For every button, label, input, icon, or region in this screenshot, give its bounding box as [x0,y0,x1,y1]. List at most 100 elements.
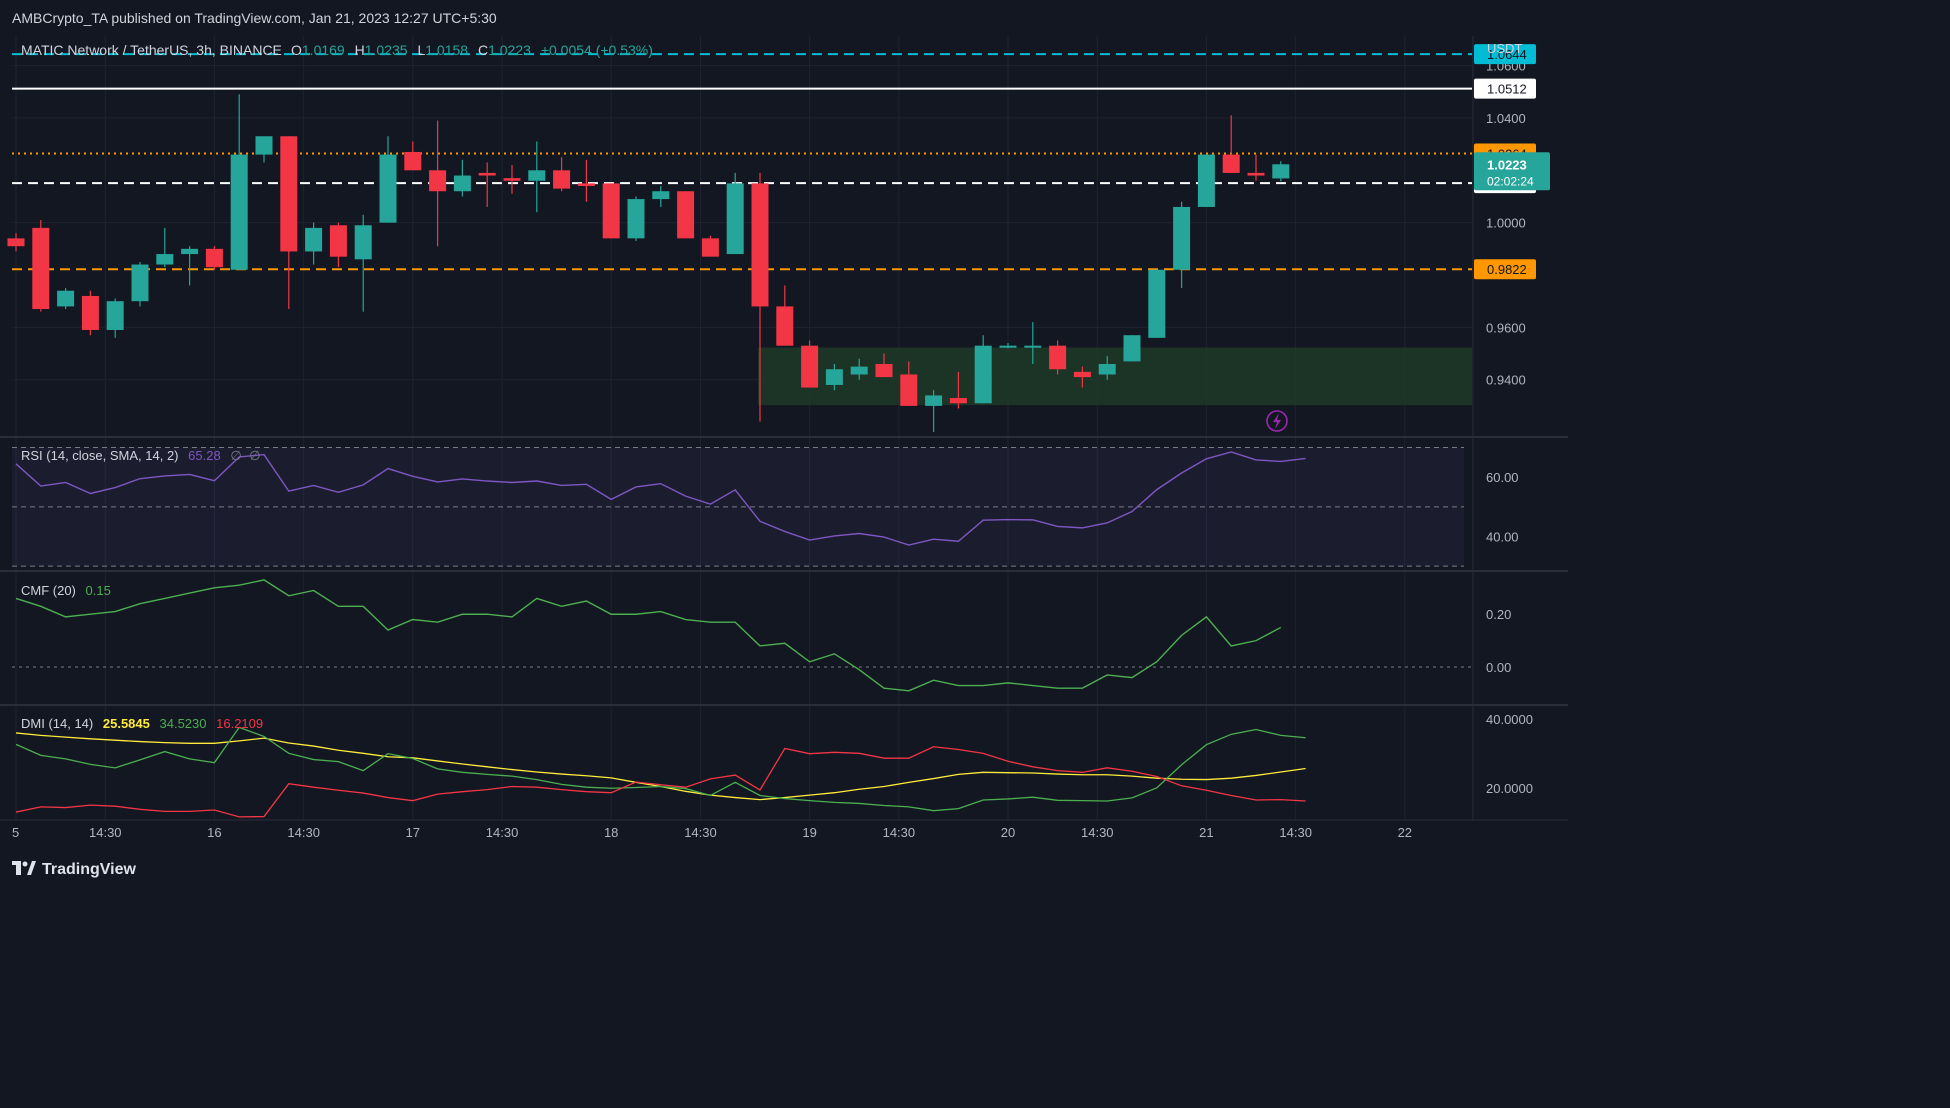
dmi-minus-series [15,746,1306,818]
alert-lightning-icon[interactable] [1266,410,1288,432]
price-axis[interactable]: 0.94000.96001.00001.04001.06001.06441.05… [1474,44,1550,388]
tradingview-logo-icon [12,860,36,880]
price-tick-label: 0.9400 [1486,373,1526,388]
candle [875,353,893,378]
candle [404,141,422,171]
candle-body [751,183,769,307]
candle-body [57,290,75,307]
candle-body [825,369,843,385]
candle [503,165,521,194]
tradingview-chart-frame: AMBCrypto_TA published on TradingView.co… [0,0,1568,891]
candle [900,361,918,406]
candle-body [305,227,323,252]
dmi-plus-series [15,726,1306,812]
dmi-adx-series [15,732,1306,801]
candle-body [875,364,893,378]
candle-body [701,238,719,257]
candle [1272,161,1290,182]
price-level-label: 1.0512 [1487,82,1527,97]
candle-body [181,248,199,255]
candle [726,172,744,255]
candle [230,94,248,270]
time-tick-label: 17 [406,825,420,840]
dmi-minus-value: 16.2109 [216,716,263,731]
candle [1123,335,1141,362]
candle [131,261,149,307]
dmi-axis: 40.0000 20.0000 [1486,712,1533,796]
candle [627,196,645,241]
candle [1247,154,1265,181]
cmf-axis: 0.20 0.00 [1486,607,1511,675]
candle [453,159,471,197]
candle [1073,366,1091,388]
rsi-pane[interactable]: 60.00 40.00 RSI (14, close, SMA, 14, 2) 6… [12,438,1519,570]
candle-body [255,136,273,155]
candle [528,141,546,213]
candle [1222,115,1240,173]
candle [57,288,75,310]
cmf-title: CMF (20) [21,583,76,598]
price-pane[interactable]: 0.94000.96001.00001.04001.06001.06441.05… [7,36,1551,436]
price-level-badge [1474,259,1536,280]
rsi-legend: RSI (14, close, SMA, 14, 2) 65.28 ∅ ∅ [21,448,261,463]
price-tick-label: 1.0400 [1486,111,1526,126]
close-label: C [478,42,488,58]
candle-body [528,170,546,181]
candle-body [32,227,50,310]
candle [354,214,372,312]
candle [553,157,571,192]
time-tick-label: 22 [1398,825,1412,840]
cmf-grid [12,572,1472,704]
price-tick-label: 1.0000 [1486,216,1526,231]
time-tick-label: 14:30 [89,825,122,840]
time-tick-label: 14:30 [486,825,519,840]
cmf-pane[interactable]: 0.20 0.00 CMF (20) 0.15 [12,572,1511,704]
price-level-badge [1474,44,1536,65]
candle-body [677,191,695,239]
low-value: 1.0158 [425,42,468,58]
candle-body [1272,164,1290,179]
candle-body [652,191,670,200]
candle-body [577,183,595,186]
candle [1148,269,1166,338]
candle-body [726,183,744,255]
time-axis[interactable]: 5 14:30 16 14:30 17 14:30 18 14:30 19 14:30 20 14:3… [12,825,1412,840]
candle [478,162,496,207]
candle-body [1073,371,1091,378]
rsi-axis: 60.00 40.00 [1486,470,1519,544]
candle [106,298,124,338]
chart-svg[interactable]: 0.94000.96001.00001.04001.06001.06441.05… [0,0,1568,891]
time-tick-label: 14:30 [1279,825,1312,840]
rsi-grid [15,438,1406,570]
tradingview-logo[interactable]: TradingView [12,860,136,880]
candle-body [404,151,422,171]
candle-body [1049,345,1067,370]
candle [825,364,843,391]
rsi-title: RSI (14, close, SMA, 14, 2) [21,448,179,463]
cmf-legend: CMF (20) 0.15 [21,583,111,598]
time-tick-label: 5 [12,825,19,840]
cmf-tick-label: 0.00 [1486,660,1511,675]
time-tick-label: 14:30 [287,825,320,840]
last-price-badge [1474,152,1550,191]
candle-body [627,199,645,239]
cmf-line [15,579,1282,692]
time-tick-label: 19 [802,825,816,840]
low-label: L [417,42,425,58]
rsi-value: 65.28 [188,448,221,463]
dmi-pane[interactable]: 40.0000 20.0000 DMI (14, 14) 25.5845 34.5… [15,706,1533,820]
price-level-label: 1.0644 [1487,47,1527,62]
rsi-series [15,451,1306,546]
dmi-adx-value: 25.5845 [103,716,150,731]
time-tick-label: 18 [604,825,618,840]
candle-body [1098,364,1116,375]
candle-body [453,175,471,192]
candle [7,233,25,252]
support-zone [758,347,1472,406]
candle-body [974,345,992,404]
candle-body [156,254,174,265]
dmi-title: DMI (14, 14) [21,716,93,731]
last-price-label: 1.0223 [1487,157,1527,172]
candle-body [1123,335,1141,362]
candle [181,246,199,286]
